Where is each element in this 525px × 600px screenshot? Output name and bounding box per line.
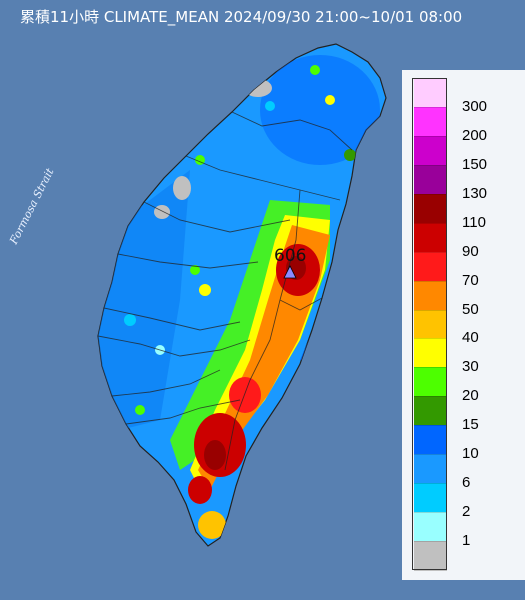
legend-swatch — [414, 135, 447, 166]
legend-label: 20 — [462, 387, 479, 405]
max-rain-value: 606 — [274, 246, 307, 266]
legend-row — [412, 541, 519, 571]
legend-swatch — [414, 280, 447, 311]
legend-swatch — [414, 309, 447, 340]
rain-core-mid — [229, 377, 261, 413]
legend-row: 15 — [412, 396, 519, 433]
rain-speck — [135, 405, 145, 415]
legend-swatch — [414, 483, 447, 514]
legend-label: 40 — [462, 329, 479, 347]
legend-label: 30 — [462, 358, 479, 376]
rain-speck — [190, 265, 200, 275]
legend-label: 300 — [462, 97, 488, 115]
rain-speck — [265, 101, 275, 111]
legend-label: 6 — [462, 474, 471, 492]
legend-label: 70 — [462, 271, 479, 289]
legend-row: 90 — [412, 222, 519, 260]
legend-swatch — [414, 164, 447, 195]
legend-swatch — [414, 425, 447, 456]
legend-label: 200 — [462, 126, 488, 144]
rain-speck — [199, 284, 211, 296]
legend-label: 150 — [462, 155, 488, 173]
legend-row: 2 — [412, 483, 519, 520]
legend-swatch — [414, 251, 447, 282]
legend-row: 1 — [412, 512, 519, 549]
county-boundaries — [97, 111, 353, 471]
legend-label: 2 — [462, 503, 471, 521]
legend-label: 1 — [462, 532, 471, 550]
legend-label: 10 — [462, 445, 479, 463]
rain-speck — [325, 95, 335, 105]
legend-swatch — [414, 78, 447, 108]
legend-label: 90 — [462, 242, 479, 260]
legend-row: 10 — [412, 425, 519, 462]
rain-speck — [124, 314, 136, 326]
legend-row: 130 — [412, 164, 519, 202]
rain-zone-south-tip — [198, 511, 226, 539]
rain-zone-north — [260, 55, 380, 165]
legend-label: 110 — [462, 213, 486, 231]
legend-swatch — [414, 512, 447, 543]
legend-swatch — [414, 338, 447, 369]
legend-row: 50 — [412, 280, 519, 318]
rain-core-southwest — [188, 476, 212, 504]
legend-label: 130 — [462, 184, 488, 202]
legend-swatch — [414, 541, 447, 571]
rain-legend: 300 200 150 130 110 90 70 50 40 30 20 15 10 6 2 1 — [412, 78, 519, 571]
legend-row: 110 — [412, 193, 519, 231]
legend-swatch — [414, 367, 447, 398]
legend-row: 200 — [412, 106, 519, 144]
map-title: 累積11小時 CLIMATE_MEAN 2024/09/30 21:00~10/… — [20, 8, 463, 26]
max-rain-triangle-icon — [283, 265, 297, 279]
legend-swatch — [414, 106, 447, 137]
legend-label: 50 — [462, 300, 479, 318]
legend-swatch — [414, 193, 447, 224]
rain-core-south-inner — [204, 440, 226, 470]
nodata-patch-west2 — [154, 205, 170, 219]
legend-row: 40 — [412, 309, 519, 346]
legend-row: 20 — [412, 367, 519, 404]
rain-speck — [310, 65, 320, 75]
legend-swatch — [414, 396, 447, 427]
legend-row: 150 — [412, 135, 519, 173]
legend-swatch — [414, 454, 447, 485]
legend-row: 70 — [412, 251, 519, 289]
legend-swatch — [414, 222, 447, 253]
legend-row: 300 — [412, 78, 519, 115]
nodata-patch-west — [173, 176, 191, 200]
legend-row: 30 — [412, 338, 519, 375]
legend-row: 6 — [412, 454, 519, 491]
rain-speck — [344, 149, 356, 161]
legend-label: 15 — [462, 416, 479, 434]
